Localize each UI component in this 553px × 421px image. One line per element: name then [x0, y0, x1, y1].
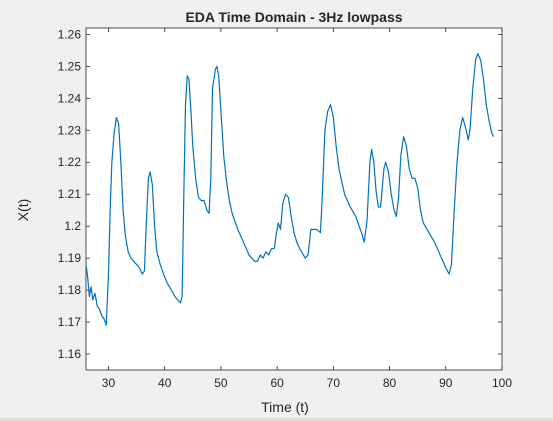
x-tick-label: 50 — [214, 376, 228, 390]
y-tick-label: 1.26 — [58, 27, 82, 41]
y-axis: 1.16 1.17 1.18 1.19 1.2 1.21 1.22 1.23 1.24 1.25 1… — [58, 27, 502, 361]
y-tick-label: 1.23 — [58, 123, 82, 137]
y-tick-label: 1.2 — [64, 219, 81, 233]
window-bottom-edge — [0, 418, 553, 421]
x-tick-label: 90 — [439, 376, 453, 390]
x-tick-label: 40 — [158, 376, 172, 390]
series-line-eda — [85, 52, 495, 326]
x-axis-label: Time (t) — [261, 399, 309, 415]
y-axis-label: X(t) — [15, 199, 31, 222]
y-tick-label: 1.16 — [58, 347, 82, 361]
y-tick-label: 1.25 — [58, 59, 82, 73]
y-tick-label: 1.24 — [58, 91, 82, 105]
y-tick-label: 1.19 — [58, 251, 82, 265]
x-axis: 30 40 50 60 70 80 90 100 — [102, 28, 512, 390]
x-tick-label: 70 — [327, 376, 341, 390]
plot-area — [85, 27, 503, 371]
x-tick-label: 60 — [270, 376, 284, 390]
y-tick-label: 1.17 — [58, 315, 82, 329]
x-tick-label: 30 — [102, 376, 116, 390]
x-tick-label: 80 — [383, 376, 397, 390]
x-tick-label: 100 — [492, 376, 512, 390]
y-tick-label: 1.22 — [58, 155, 82, 169]
y-tick-label: 1.18 — [58, 283, 82, 297]
chart-title: EDA Time Domain - 3Hz lowpass — [185, 9, 402, 25]
y-tick-label: 1.21 — [58, 187, 82, 201]
